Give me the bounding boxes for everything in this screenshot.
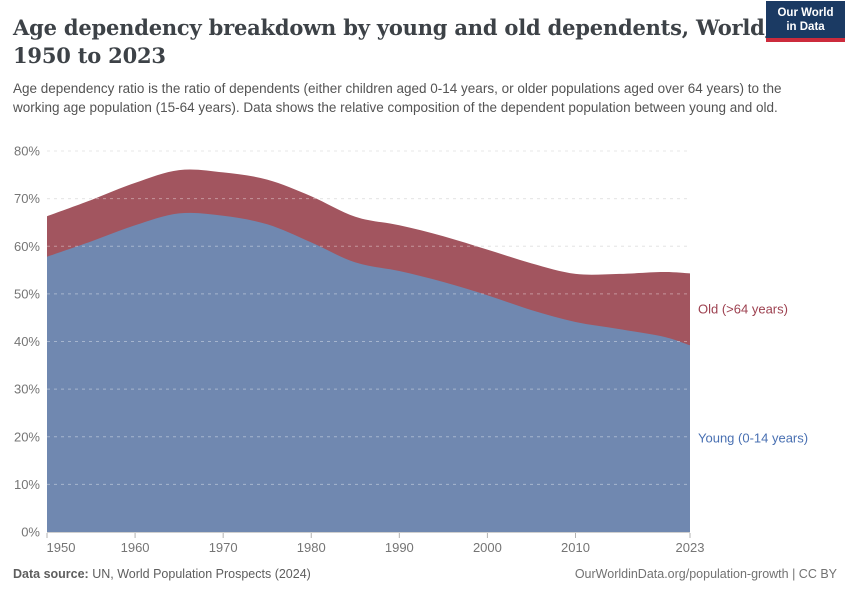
owid-logo-line1: Our World bbox=[777, 7, 834, 19]
owid-logo-accent-strip bbox=[766, 38, 845, 42]
y-tick-label: 30% bbox=[14, 382, 40, 397]
y-tick-label: 70% bbox=[14, 191, 40, 206]
chart-title-line1: Age dependency breakdown by young and ol… bbox=[13, 15, 772, 40]
x-tick-label: 2000 bbox=[473, 540, 502, 555]
x-tick-label: 1970 bbox=[209, 540, 238, 555]
y-tick-label: 20% bbox=[14, 429, 40, 444]
data-source-value: UN, World Population Prospects (2024) bbox=[88, 567, 311, 581]
y-tick-label: 40% bbox=[14, 334, 40, 349]
owid-logo-line2: in Data bbox=[786, 21, 825, 33]
y-tick-label: 10% bbox=[14, 477, 40, 492]
x-tick-label: 1960 bbox=[121, 540, 150, 555]
chart-subtitle: Age dependency ratio is the ratio of dep… bbox=[13, 81, 782, 115]
series-label-old[interactable]: Old (>64 years) bbox=[698, 301, 788, 316]
chart-footer: Data source: UN, World Population Prospe… bbox=[13, 567, 837, 581]
x-tick-label: 1950 bbox=[47, 540, 76, 555]
data-source-label: Data source: bbox=[13, 567, 89, 581]
chart-title-line2: 1950 to 2023 bbox=[13, 43, 166, 68]
series-area-young[interactable] bbox=[47, 212, 690, 532]
chart-title: Age dependency breakdown by young and ol… bbox=[13, 14, 837, 70]
y-tick-label: 50% bbox=[14, 286, 40, 301]
x-tick-label: 2023 bbox=[676, 540, 705, 555]
y-tick-label: 60% bbox=[14, 239, 40, 254]
attribution-link[interactable]: OurWorldinData.org/population-growth | C… bbox=[574, 567, 837, 581]
y-tick-label: 80% bbox=[14, 144, 40, 159]
owid-logo-box: Our World in Data bbox=[766, 1, 845, 38]
x-tick-label: 1990 bbox=[385, 540, 414, 555]
y-tick-label: 0% bbox=[21, 525, 40, 540]
x-tick-label: 2010 bbox=[561, 540, 590, 555]
data-source-note: Data source: UN, World Population Prospe… bbox=[13, 567, 311, 581]
chart-header: Age dependency breakdown by young and ol… bbox=[13, 14, 837, 117]
x-tick-label: 1980 bbox=[297, 540, 326, 555]
series-label-young[interactable]: Young (0-14 years) bbox=[698, 431, 808, 446]
owid-logo: Our World in Data bbox=[766, 1, 845, 42]
stacked-area-chart: 0% 10% 20% 30% 40% 50% 60% 70% 80% 1950 1960 1970 19… bbox=[14, 144, 808, 556]
